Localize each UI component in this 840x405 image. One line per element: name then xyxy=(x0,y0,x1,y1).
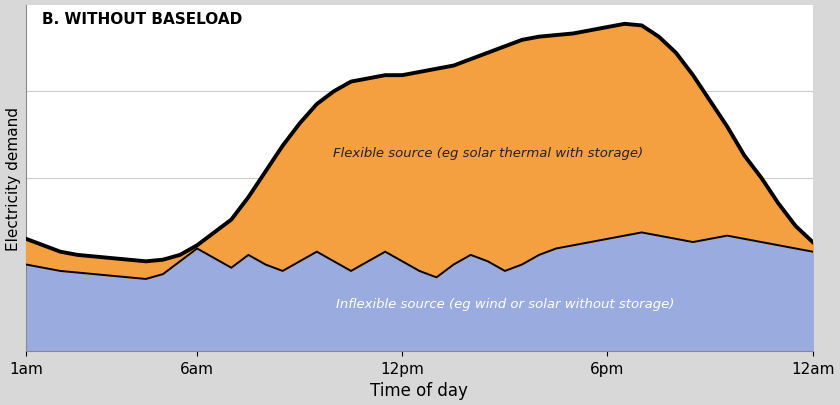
Text: Flexible source (eg solar thermal with storage): Flexible source (eg solar thermal with s… xyxy=(333,146,643,159)
X-axis label: Time of day: Time of day xyxy=(370,382,469,399)
Y-axis label: Electricity demand: Electricity demand xyxy=(6,107,20,250)
Text: B. WITHOUT BASELOAD: B. WITHOUT BASELOAD xyxy=(42,13,242,28)
Text: Inflexible source (eg wind or solar without storage): Inflexible source (eg wind or solar with… xyxy=(336,297,674,310)
